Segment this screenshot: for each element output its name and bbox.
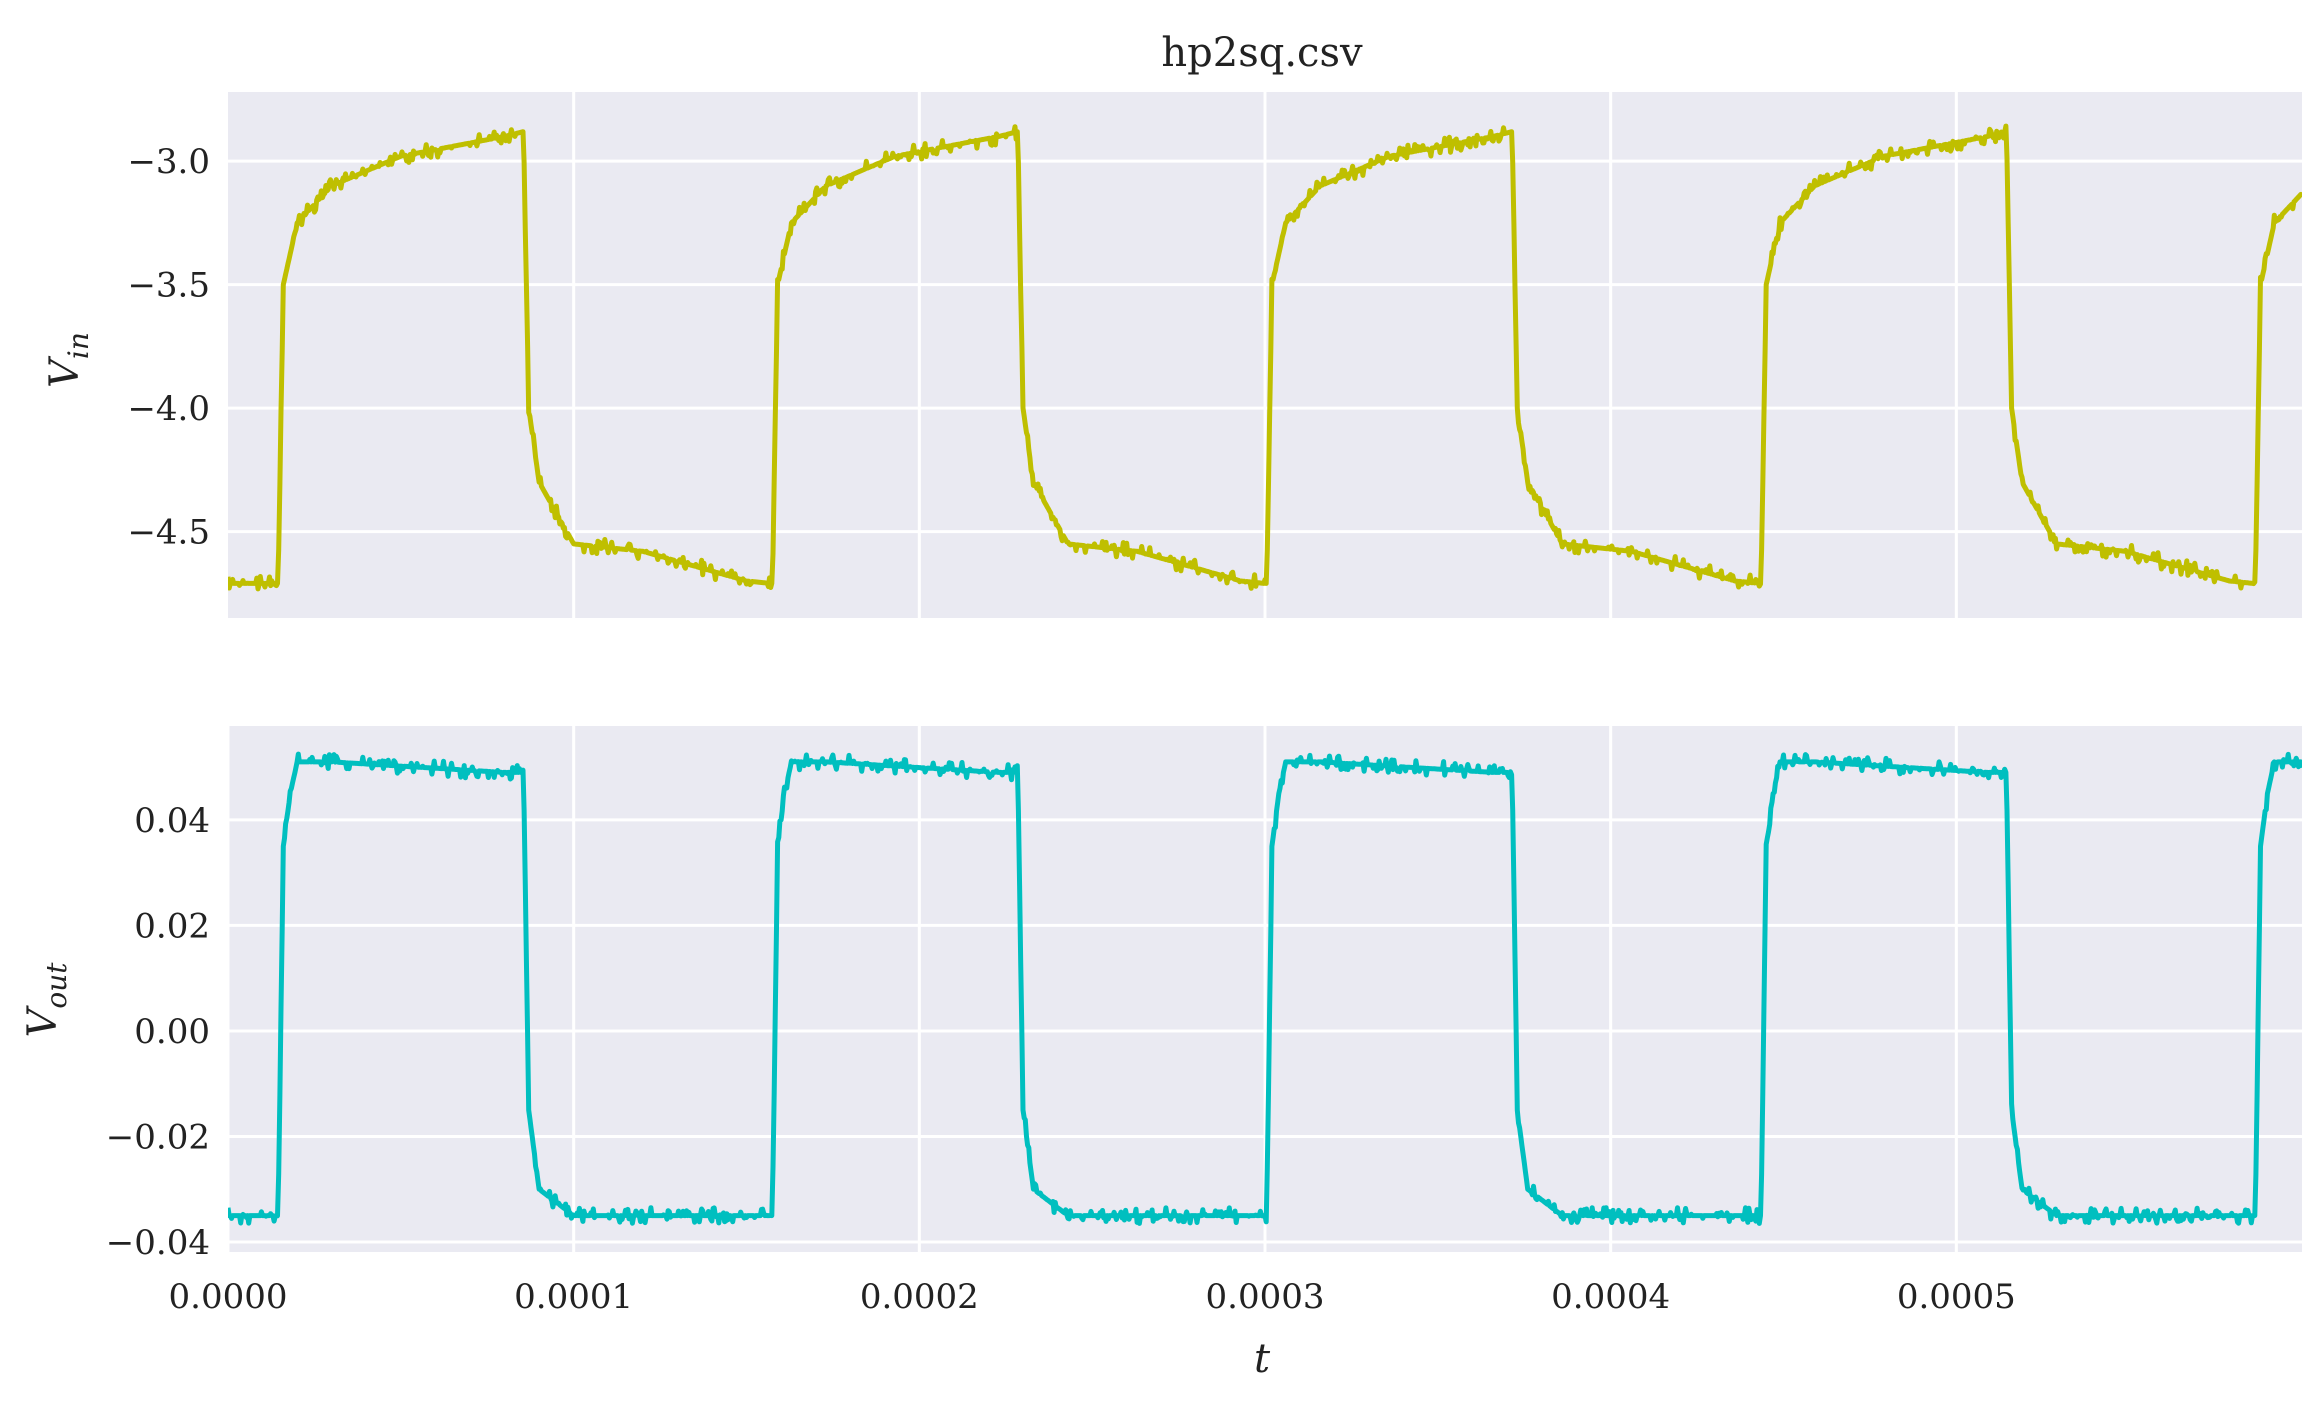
chart-title: hp2sq.csv [1161, 30, 1363, 76]
bottom-y-tick-labels: −0.04 −0.02 0.00 0.02 0.04 [106, 801, 210, 1263]
x-tick-label: 0.0003 [1206, 1277, 1325, 1317]
x-tick-label: 0.0001 [514, 1277, 633, 1317]
top-y-axis-label-sub: in [62, 332, 95, 359]
vin-series-line [228, 123, 2302, 592]
top-y-tick-label: −3.0 [127, 142, 210, 182]
x-tick-label: 0.0005 [1897, 1277, 2016, 1317]
top-y-tick-label: −3.5 [127, 266, 210, 306]
bottom-y-axis-label-sub: out [40, 962, 73, 1009]
bottom-y-tick-label: 0.02 [134, 906, 210, 946]
x-axis-label: t [1254, 1336, 1271, 1382]
bottom-y-tick-label: 0.00 [134, 1012, 210, 1052]
vout-series-line [228, 751, 2302, 1226]
bottom-y-tick-label: −0.04 [106, 1223, 210, 1263]
x-tick-label: 0.0002 [860, 1277, 979, 1317]
top-y-tick-labels: −4.5 −4.0 −3.5 −3.0 [127, 142, 210, 552]
top-y-axis-label-main: V [42, 355, 88, 388]
bottom-panel: −0.04−0.020.000.020.04 0.0000 0.0001 0.000… [20, 726, 2302, 1382]
x-tick-label: 0.0000 [169, 1277, 288, 1317]
top-y-tick-label: −4.0 [127, 389, 210, 429]
top-panel: −4.5 −4.0 −3.5 −3.0 Vin [42, 92, 2302, 618]
bottom-y-axis-label-main: V [20, 1005, 66, 1038]
top-y-axis-label: Vin [42, 332, 95, 388]
x-tick-label: 0.0004 [1551, 1277, 1670, 1317]
top-grid [228, 92, 2302, 618]
bottom-y-axis-label: Vout [20, 962, 73, 1038]
x-tick-labels: 0.0000 0.0001 0.0002 0.0003 0.0004 0.0005 [169, 1277, 2016, 1317]
top-y-tick-label: −4.5 [127, 513, 210, 553]
bottom-y-tick-label: −0.02 [106, 1117, 210, 1157]
bottom-y-tick-label: 0.04 [134, 801, 210, 841]
